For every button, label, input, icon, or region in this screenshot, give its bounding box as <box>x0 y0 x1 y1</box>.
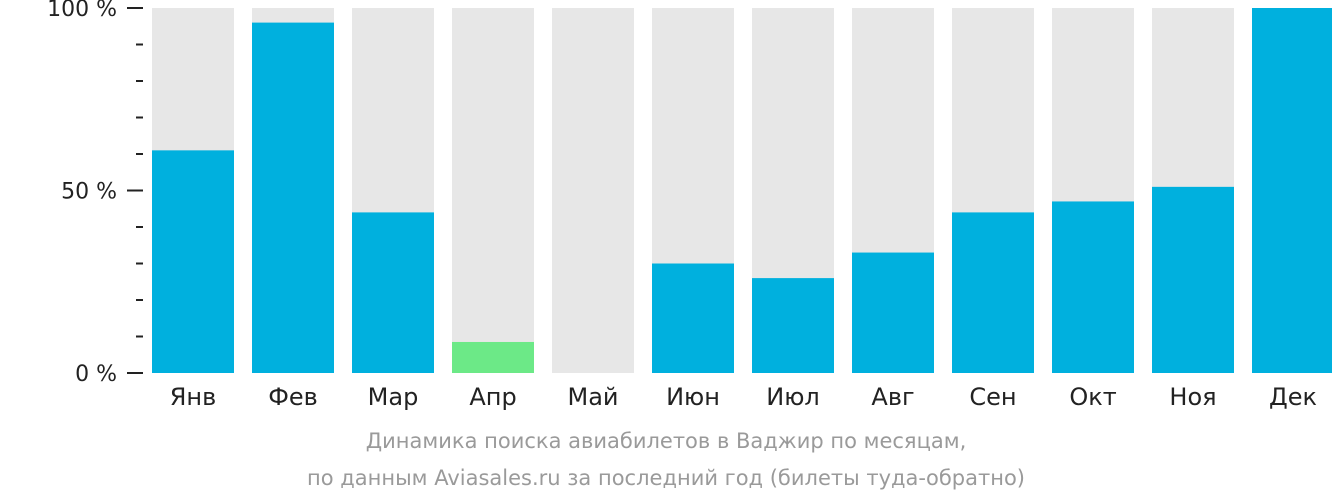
x-tick-label: Сен <box>969 383 1016 411</box>
x-tick-label: Май <box>567 383 618 411</box>
x-tick-label: Авг <box>871 383 914 411</box>
x-tick-label: Янв <box>170 383 217 411</box>
bar-1 <box>152 150 234 373</box>
x-tick-label: Июл <box>766 383 820 411</box>
bars <box>152 8 1332 373</box>
x-tick-label: Дек <box>1269 383 1317 411</box>
bar-10 <box>1052 201 1134 373</box>
chart-caption-line-2: по данным Aviasales.ru за последний год … <box>307 466 1025 490</box>
bar-2 <box>252 22 334 373</box>
bar-9 <box>952 212 1034 373</box>
bar-6 <box>652 263 734 373</box>
bar-11 <box>1152 186 1234 373</box>
monthly-search-bar-chart: 0 % 50 % 100 % Янв Фев Мар Апр Май Июн Июл Авг Сен… <box>47 0 1332 411</box>
bar-4 <box>452 341 534 373</box>
x-tick-label: Апр <box>469 383 516 411</box>
bar-track <box>552 8 634 373</box>
bar-3 <box>352 212 434 373</box>
x-tick-label: Окт <box>1069 383 1116 411</box>
bar-7 <box>752 278 834 373</box>
chart-caption-line-1: Динамика поиска авиабилетов в Ваджир по … <box>365 429 967 453</box>
bar-12 <box>1252 8 1332 373</box>
y-tick-label: 100 % <box>47 0 117 22</box>
x-tick-label: Фев <box>268 383 318 411</box>
bar-8 <box>852 252 934 373</box>
x-tick-label: Июн <box>666 383 720 411</box>
bar-track <box>452 8 534 373</box>
y-tick-label: 50 % <box>61 180 117 205</box>
y-tick-label: 0 % <box>75 362 117 387</box>
y-axis: 0 % 50 % 100 % <box>47 0 143 387</box>
x-tick-label: Мар <box>368 383 419 411</box>
x-axis-labels: Янв Фев Мар Апр Май Июн Июл Авг Сен Окт Ноя Дек <box>170 383 1317 411</box>
x-tick-label: Ноя <box>1169 383 1216 411</box>
